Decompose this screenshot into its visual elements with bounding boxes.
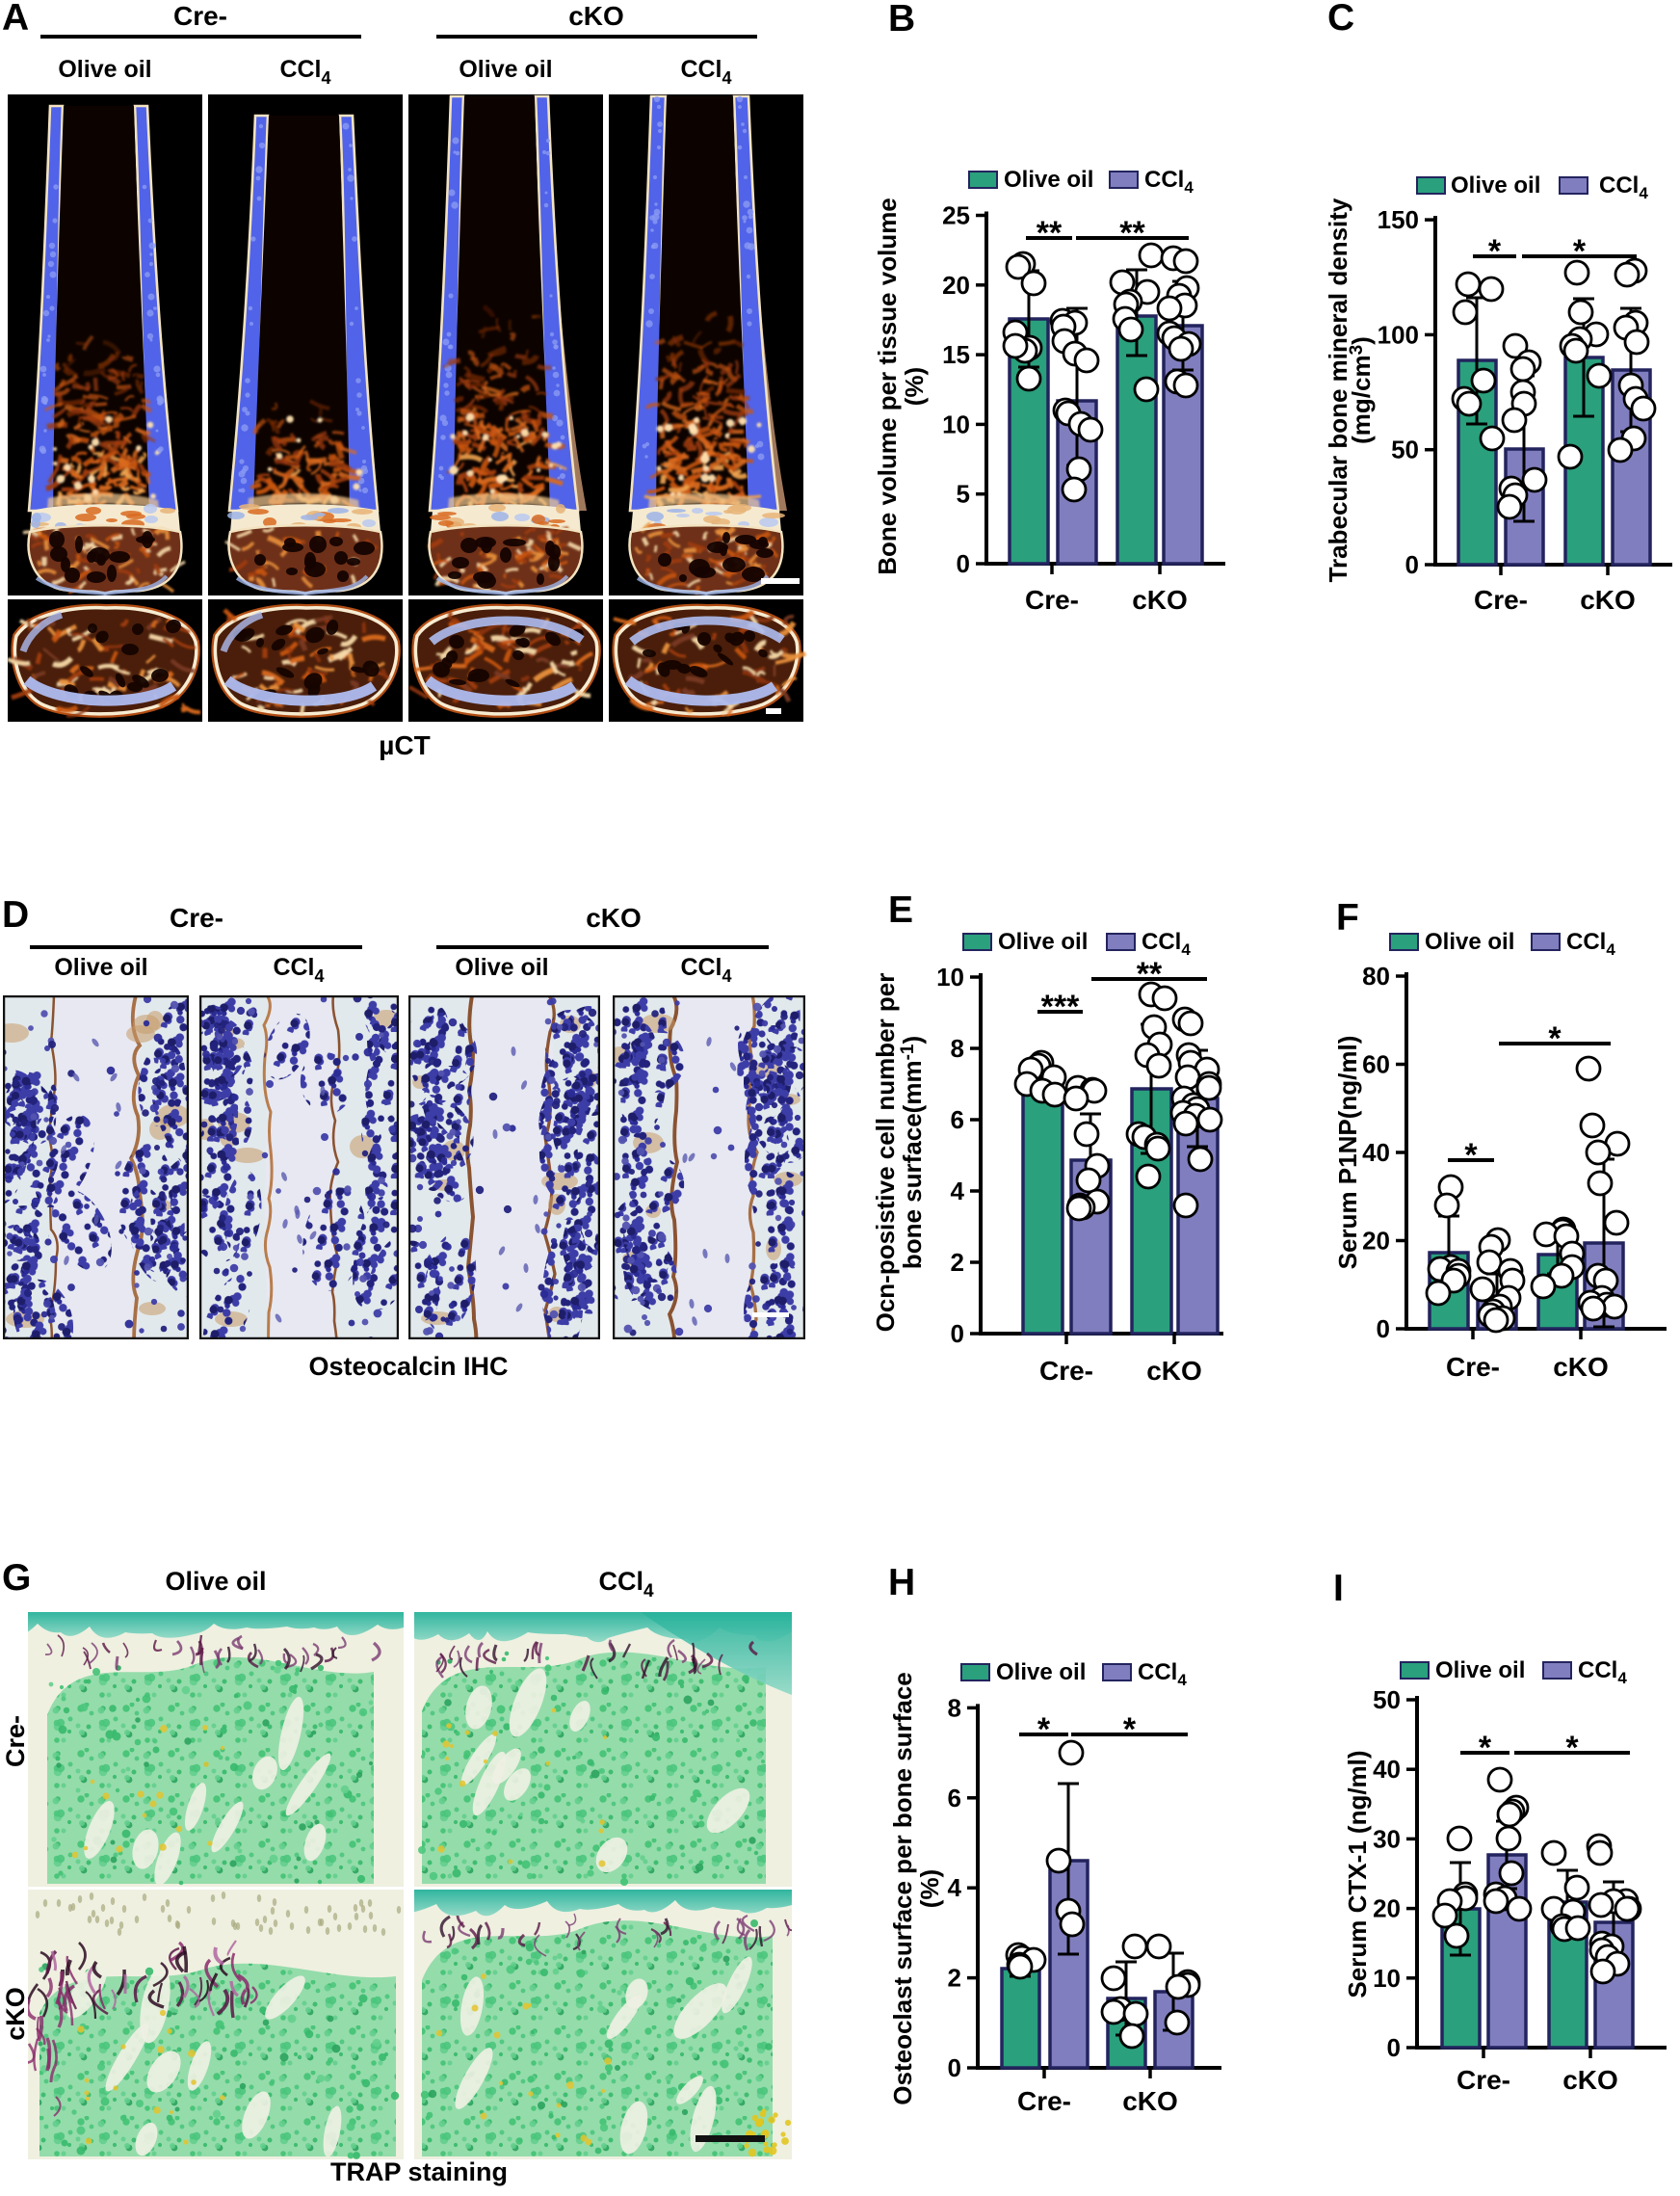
svg-text:100: 100 xyxy=(1378,320,1419,349)
svg-text:I: I xyxy=(1333,1568,1344,1609)
svg-text:cKO: cKO xyxy=(1132,585,1188,615)
svg-text:2: 2 xyxy=(951,1248,964,1277)
svg-text:6: 6 xyxy=(951,1105,964,1134)
svg-text:cKO: cKO xyxy=(586,903,642,933)
svg-text:40: 40 xyxy=(1362,1138,1390,1167)
svg-text:Olive oil: Olive oil xyxy=(58,56,151,83)
svg-text:Cre-: Cre- xyxy=(1457,2065,1510,2095)
svg-text:40: 40 xyxy=(1373,1755,1401,1784)
svg-text:8: 8 xyxy=(951,1034,964,1063)
svg-text:80: 80 xyxy=(1362,962,1390,991)
svg-text:15: 15 xyxy=(942,340,970,369)
svg-text:30: 30 xyxy=(1373,1824,1401,1853)
svg-text:Bone volume per tissue volume: Bone volume per tissue volume xyxy=(873,198,902,575)
svg-text:Olive oil: Olive oil xyxy=(165,1567,266,1596)
svg-text:cKO: cKO xyxy=(568,1,624,31)
svg-text:Olive oil: Olive oil xyxy=(1425,929,1514,955)
svg-text:H: H xyxy=(888,1562,915,1603)
svg-text:Cre-: Cre- xyxy=(1474,585,1528,615)
svg-text:Trabecular bone mineral densit: Trabecular bone mineral density xyxy=(1324,198,1352,582)
svg-text:Cre-: Cre- xyxy=(1,1715,30,1767)
svg-text:(%): (%) xyxy=(900,367,929,406)
svg-text:60: 60 xyxy=(1362,1050,1390,1079)
svg-text:Cre-: Cre- xyxy=(1025,585,1079,615)
svg-text:cKO: cKO xyxy=(1,1987,30,2041)
svg-text:G: G xyxy=(2,1557,31,1599)
svg-text:bone surface(mm-1): bone surface(mm-1) xyxy=(898,1036,927,1269)
svg-text:2: 2 xyxy=(948,1964,961,1993)
svg-text:0: 0 xyxy=(1387,2033,1401,2062)
svg-text:cKO: cKO xyxy=(1580,585,1636,615)
svg-text:cKO: cKO xyxy=(1562,2065,1618,2095)
svg-text:Olive oil: Olive oil xyxy=(455,954,548,981)
svg-text:Osteocalcin IHC: Osteocalcin IHC xyxy=(308,1352,508,1381)
svg-text:0: 0 xyxy=(1405,550,1419,579)
svg-text:Olive oil: Olive oil xyxy=(54,954,147,981)
svg-text:50: 50 xyxy=(1391,436,1419,464)
svg-text:**: ** xyxy=(1037,215,1063,251)
svg-text:*: * xyxy=(1123,1711,1137,1748)
svg-text:Cre-: Cre- xyxy=(1017,2086,1071,2116)
svg-text:Osteoclast surface per bone su: Osteoclast surface per bone surface xyxy=(888,1672,917,2104)
svg-text:**: ** xyxy=(1119,215,1145,251)
svg-text:cKO: cKO xyxy=(1122,2086,1178,2116)
svg-text:6: 6 xyxy=(948,1784,961,1812)
svg-text:Olive oil: Olive oil xyxy=(1451,172,1540,198)
svg-text:*: * xyxy=(1573,233,1587,270)
svg-text:150: 150 xyxy=(1378,205,1419,234)
svg-text:Cre-: Cre- xyxy=(170,903,223,933)
svg-text:F: F xyxy=(1336,897,1359,939)
svg-text:20: 20 xyxy=(1373,1894,1401,1923)
svg-text:Olive oil: Olive oil xyxy=(998,929,1088,955)
svg-text:20: 20 xyxy=(942,271,970,300)
svg-text:B: B xyxy=(888,0,915,40)
svg-text:10: 10 xyxy=(936,963,964,992)
svg-text:E: E xyxy=(888,889,913,931)
svg-text:*: * xyxy=(1488,233,1502,270)
svg-text:Olive oil: Olive oil xyxy=(1435,1657,1525,1683)
svg-text:10: 10 xyxy=(942,410,970,438)
svg-text:TRAP staining: TRAP staining xyxy=(330,2157,508,2186)
svg-text:*: * xyxy=(1548,1020,1562,1057)
svg-text:5: 5 xyxy=(957,480,970,509)
svg-text:*: * xyxy=(1479,1730,1492,1766)
svg-text:Cre-: Cre- xyxy=(1039,1356,1093,1386)
svg-text:Olive oil: Olive oil xyxy=(996,1659,1086,1685)
svg-text:C: C xyxy=(1327,0,1354,39)
svg-text:4: 4 xyxy=(951,1177,965,1205)
svg-text:µCT: µCT xyxy=(379,730,430,760)
svg-text:(%): (%) xyxy=(915,1869,944,1908)
svg-text:Serum P1NP(ng/ml): Serum P1NP(ng/ml) xyxy=(1333,1036,1362,1270)
svg-text:*: * xyxy=(1037,1711,1051,1748)
svg-text:***: *** xyxy=(1041,989,1080,1025)
svg-text:Cre-: Cre- xyxy=(173,1,227,31)
svg-text:Olive oil: Olive oil xyxy=(459,56,552,83)
svg-text:Olive oil: Olive oil xyxy=(1004,167,1093,193)
svg-text:A: A xyxy=(2,0,29,39)
svg-text:Serum CTX-1 (ng/ml): Serum CTX-1 (ng/ml) xyxy=(1343,1750,1372,1998)
svg-text:cKO: cKO xyxy=(1146,1356,1202,1386)
svg-text:8: 8 xyxy=(948,1693,961,1722)
svg-text:D: D xyxy=(2,894,29,936)
svg-text:4: 4 xyxy=(948,1873,962,1902)
svg-text:25: 25 xyxy=(942,201,970,230)
svg-text:0: 0 xyxy=(951,1319,964,1348)
svg-text:Cre-: Cre- xyxy=(1446,1352,1500,1382)
svg-text:0: 0 xyxy=(948,2053,961,2082)
svg-text:0: 0 xyxy=(957,549,970,578)
svg-text:20: 20 xyxy=(1362,1227,1390,1256)
svg-text:**: ** xyxy=(1137,956,1163,992)
svg-text:*: * xyxy=(1565,1730,1579,1766)
svg-text:Ocn-posistive cell number per: Ocn-posistive cell number per xyxy=(871,973,900,1333)
svg-text:*: * xyxy=(1464,1137,1478,1174)
svg-text:CCl4: CCl4 xyxy=(1566,929,1615,959)
svg-text:10: 10 xyxy=(1373,1964,1401,1993)
svg-text:0: 0 xyxy=(1377,1314,1390,1343)
svg-text:cKO: cKO xyxy=(1553,1352,1609,1382)
svg-text:50: 50 xyxy=(1373,1685,1401,1714)
